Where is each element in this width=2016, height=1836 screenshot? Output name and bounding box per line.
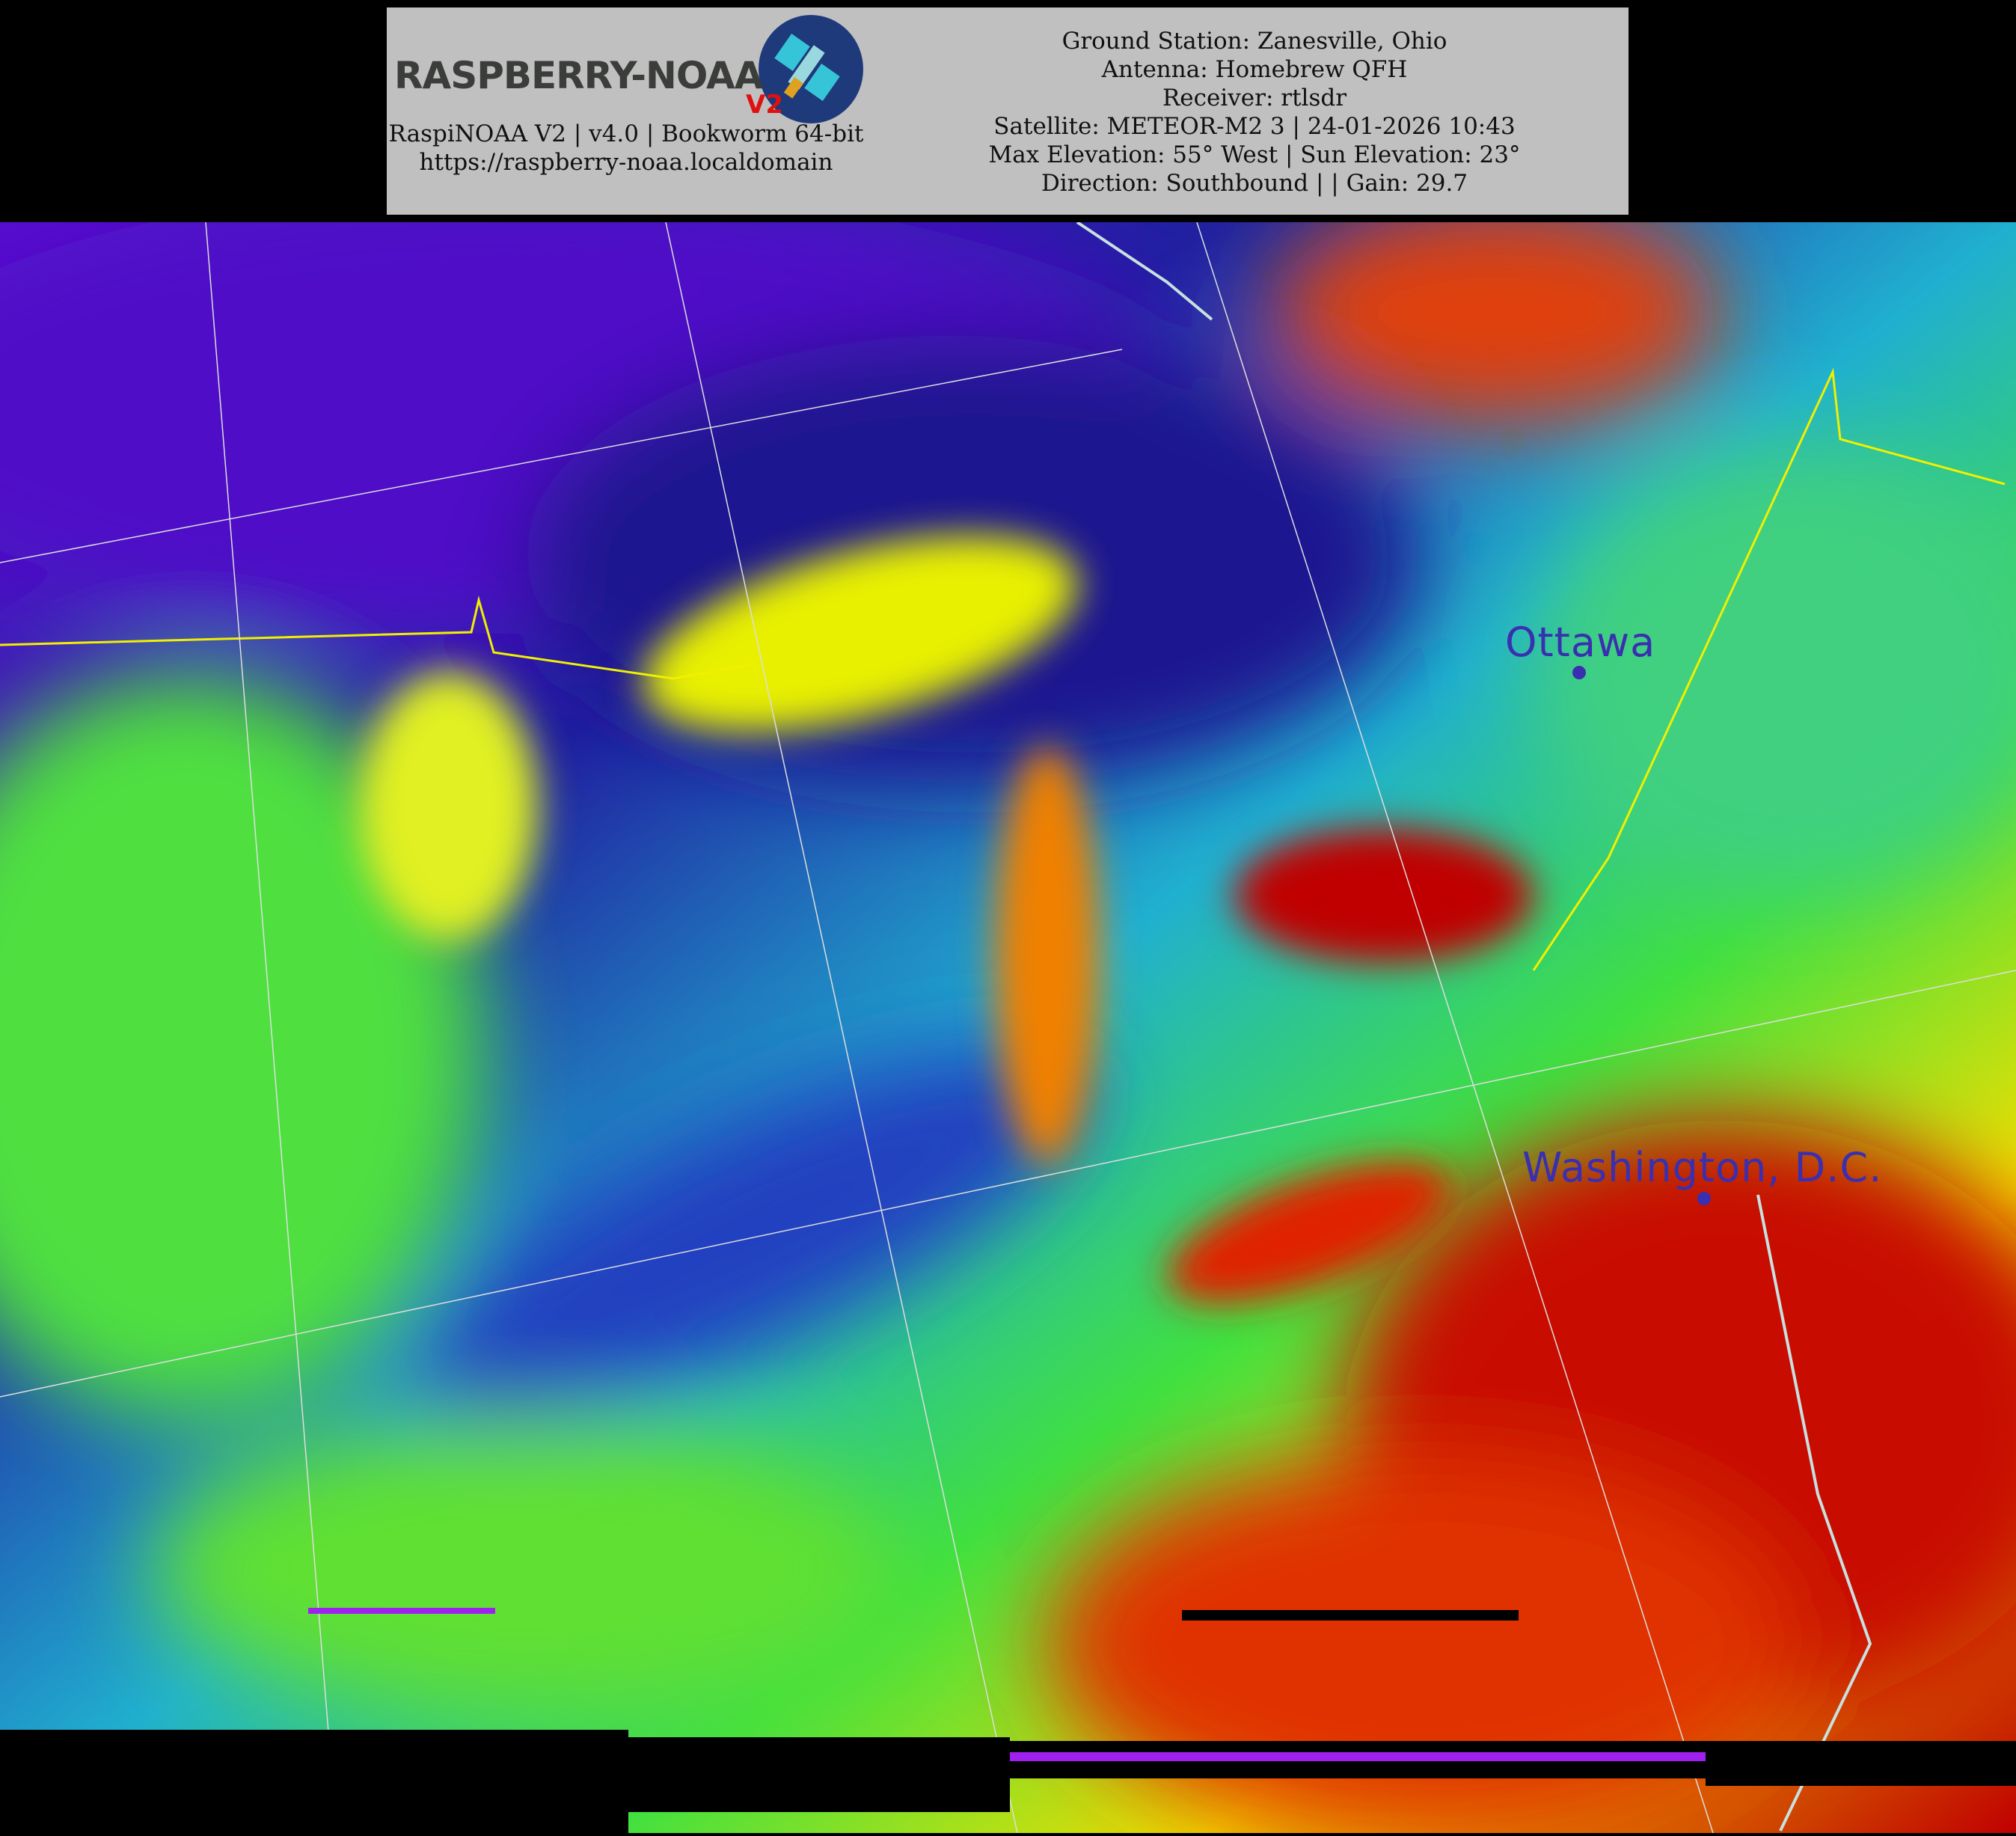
- pass-details: Ground Station: Zanesville, Ohio Antenna…: [910, 27, 1599, 198]
- city-marker-washington: [1697, 1192, 1711, 1205]
- satellite-time: Satellite: METEOR-M2 3 | 24-01-2026 10:4…: [993, 113, 1516, 140]
- software-info: RaspiNOAA V2 | v4.0 | Bookworm 64-bit ht…: [387, 120, 865, 177]
- city-label-ottawa: Ottawa: [1505, 619, 1656, 666]
- coastline-atlantic: [1756, 1194, 1872, 1832]
- graticule-line: [0, 349, 1123, 563]
- logo-version-badge: V2: [746, 90, 783, 120]
- noise-line: [308, 1608, 495, 1614]
- ground-station: Ground Station: Zanesville, Ohio: [1061, 28, 1447, 55]
- elevation: Max Elevation: 55° West | Sun Elevation:…: [988, 141, 1521, 168]
- signal-dropout: [1182, 1610, 1519, 1621]
- city-marker-ottawa: [1572, 666, 1586, 679]
- direction-gain: Direction: Southbound | | Gain: 29.7: [1041, 170, 1468, 197]
- province-border: [1532, 367, 2006, 971]
- raspberry-noaa-logo: RASPBERRY-NOAA V2: [394, 15, 863, 135]
- logo-text: RASPBERRY-NOAA: [394, 54, 763, 97]
- satellite-thermal-image: Ottawa Washington, D.C.: [0, 185, 2016, 1834]
- coastline: [1076, 221, 1213, 321]
- noise-line: [1010, 1752, 1706, 1761]
- thermal-image-layer: [0, 185, 2016, 1834]
- station-url: https://raspberry-noaa.localdomain: [419, 149, 833, 176]
- graticule-line: [665, 221, 1018, 1834]
- receiver: Receiver: rtlsdr: [1162, 85, 1347, 111]
- antenna: Antenna: Homebrew QFH: [1101, 56, 1408, 83]
- graticule-line: [205, 221, 337, 1834]
- us-canada-border: [0, 596, 756, 680]
- city-label-washington: Washington, D.C.: [1522, 1144, 1883, 1191]
- graticule-line: [0, 970, 2016, 1398]
- signal-dropout: [1706, 1741, 2016, 1786]
- graticule-line: [1196, 221, 1714, 1834]
- signal-dropout: [628, 1737, 1010, 1812]
- pass-info-header: RASPBERRY-NOAA V2 RaspiNOAA V2 | v4.0 | …: [387, 7, 1629, 215]
- signal-dropout: [0, 1730, 628, 1833]
- satellite-icon: [759, 15, 863, 123]
- software-line: RaspiNOAA V2 | v4.0 | Bookworm 64-bit: [388, 120, 864, 147]
